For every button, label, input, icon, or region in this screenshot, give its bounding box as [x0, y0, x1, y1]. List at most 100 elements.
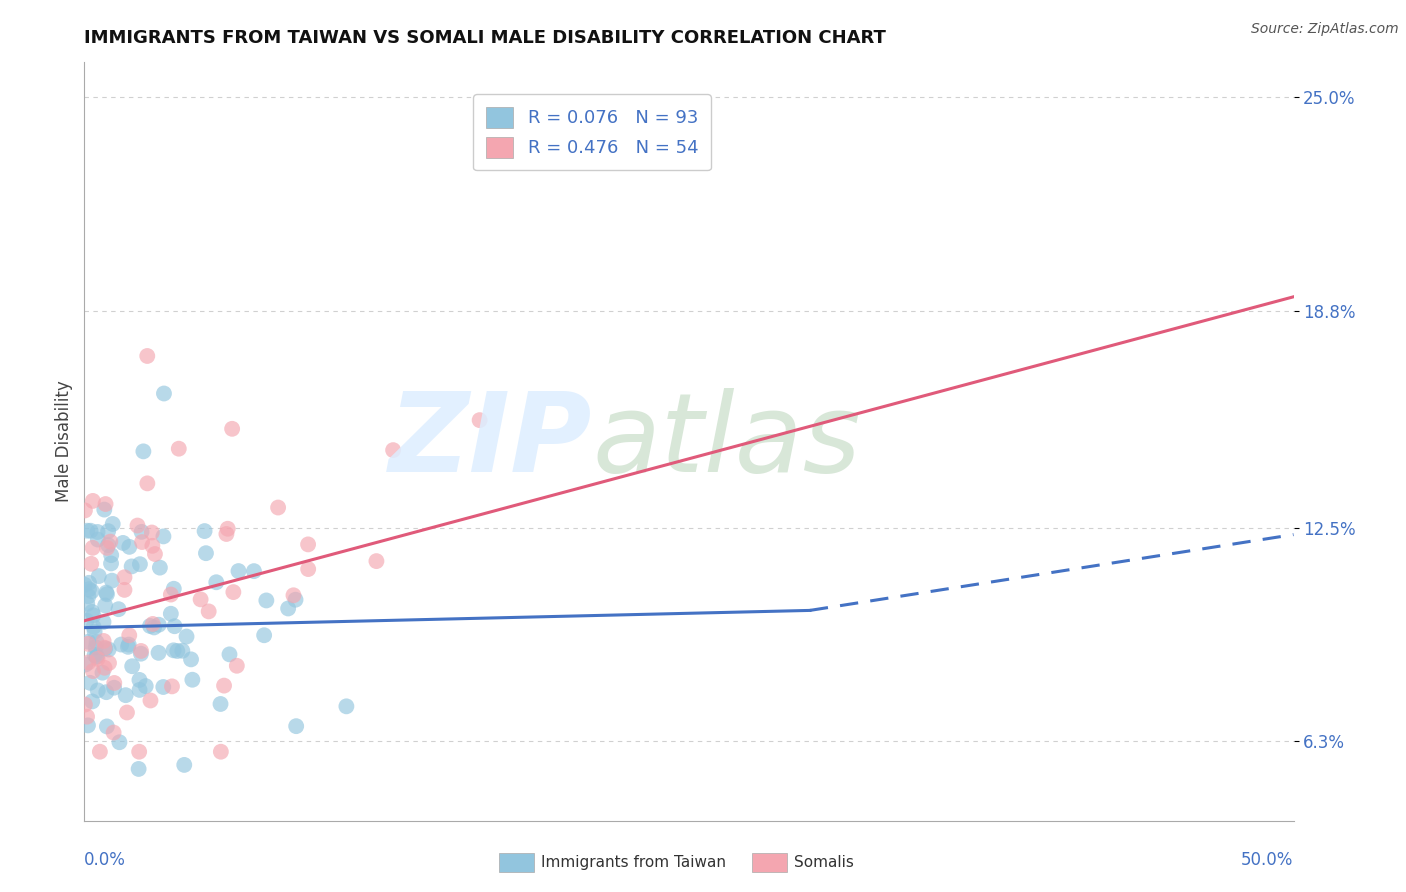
Point — [205, 575, 228, 590]
Point — [80, 605, 103, 619]
Point — [82, 664, 104, 678]
Point — [96, 587, 118, 601]
Point — [98, 534, 121, 549]
Point — [209, 745, 232, 759]
Point — [73, 503, 96, 517]
Point — [148, 646, 170, 660]
Point — [79, 524, 101, 538]
Point — [254, 593, 277, 607]
Point — [76, 524, 98, 538]
Point — [132, 444, 155, 458]
Point — [129, 557, 152, 571]
Point — [136, 349, 159, 363]
Point — [77, 637, 100, 651]
Point — [94, 599, 117, 613]
Point — [152, 529, 174, 543]
Point — [153, 386, 176, 401]
Point — [84, 640, 107, 655]
Point — [82, 541, 104, 555]
Point — [128, 745, 150, 759]
Point — [149, 560, 172, 574]
Point — [93, 661, 115, 675]
Point — [101, 574, 124, 588]
Point — [103, 676, 125, 690]
Point — [87, 569, 110, 583]
Point — [75, 657, 97, 672]
Point — [108, 735, 131, 749]
Point — [77, 575, 100, 590]
Point — [160, 679, 183, 693]
Point — [77, 656, 100, 670]
Point — [86, 652, 108, 666]
Point — [89, 745, 111, 759]
Point — [115, 706, 138, 720]
Point — [96, 541, 118, 555]
Point — [107, 602, 129, 616]
Point — [142, 616, 165, 631]
Point — [128, 762, 150, 776]
Point — [93, 634, 115, 648]
Point — [97, 524, 120, 538]
Point — [118, 638, 141, 652]
Point — [180, 652, 202, 666]
Y-axis label: Male Disability: Male Disability — [55, 381, 73, 502]
Point — [93, 502, 115, 516]
Point — [77, 590, 100, 604]
Point — [98, 656, 121, 670]
Point — [118, 540, 141, 554]
Point — [77, 634, 100, 648]
Point — [114, 688, 136, 702]
Point — [131, 535, 153, 549]
Point — [100, 557, 122, 571]
Point — [79, 675, 101, 690]
Point — [141, 525, 163, 540]
Text: ZIP: ZIP — [388, 388, 592, 495]
Point — [94, 641, 117, 656]
Point — [136, 476, 159, 491]
Point — [77, 718, 100, 732]
Point — [82, 694, 104, 708]
Point — [73, 578, 96, 592]
Point — [82, 608, 104, 623]
Point — [114, 582, 136, 597]
Point — [139, 619, 162, 633]
Point — [135, 679, 157, 693]
Point — [163, 619, 186, 633]
Text: 0.0%: 0.0% — [84, 851, 127, 869]
Point — [468, 413, 491, 427]
Point — [76, 614, 98, 628]
Point — [366, 554, 388, 568]
Point — [194, 524, 217, 538]
Point — [93, 640, 115, 655]
Point — [335, 699, 357, 714]
Point — [80, 584, 103, 599]
Point — [82, 494, 104, 508]
Point — [218, 648, 240, 662]
Point — [283, 588, 305, 602]
Point — [83, 620, 105, 634]
Point — [117, 640, 139, 654]
Point — [91, 665, 114, 680]
Point — [152, 680, 174, 694]
Point — [243, 564, 266, 578]
Point — [166, 644, 188, 658]
Point — [160, 588, 183, 602]
Point — [225, 658, 247, 673]
Point — [217, 522, 239, 536]
Point — [212, 679, 235, 693]
Point — [97, 642, 120, 657]
Point — [128, 682, 150, 697]
Point — [77, 582, 100, 597]
Point — [101, 516, 124, 531]
Point — [143, 620, 166, 634]
Point — [118, 628, 141, 642]
Point — [190, 592, 212, 607]
Point — [162, 643, 184, 657]
Point — [148, 617, 170, 632]
Point — [103, 681, 125, 695]
Text: atlas: atlas — [592, 388, 860, 495]
Point — [176, 630, 198, 644]
Point — [284, 592, 307, 607]
Point — [228, 564, 250, 578]
Text: Source: ZipAtlas.com: Source: ZipAtlas.com — [1251, 22, 1399, 37]
